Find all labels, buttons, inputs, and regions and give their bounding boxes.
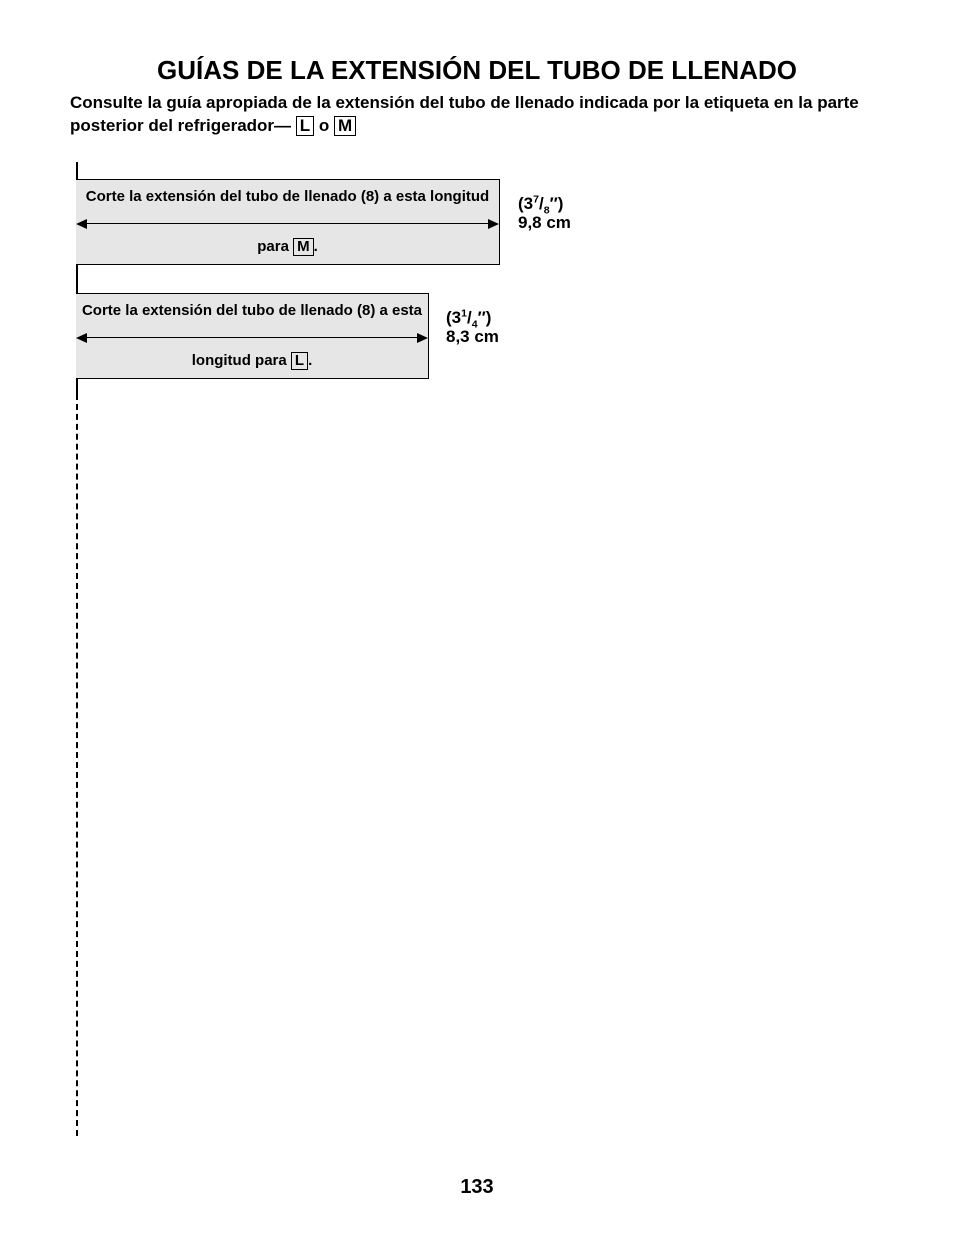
guide-m-text-top: Corte la extensión del tubo de llenado (… xyxy=(76,188,499,205)
guide-l-text-bottom: longitud para L. xyxy=(76,352,428,370)
guide-m-bottom-pre: para xyxy=(257,238,293,255)
diagram-area: Corte la extensión del tubo de llenado (… xyxy=(70,162,884,1162)
dim-l: (31/4″) 8,3 cm xyxy=(446,308,499,347)
dim-m-cm: 9,8 cm xyxy=(518,213,571,232)
guide-l-text-top: Corte la extensión del tubo de llenado (… xyxy=(76,302,428,319)
dim-m: (37/8″) 9,8 cm xyxy=(518,194,571,233)
guide-l-bottom-pre: longitud para xyxy=(192,352,291,369)
dim-m-num: 7 xyxy=(533,193,539,205)
guide-m-text-bottom: para M. xyxy=(76,238,499,256)
guide-m-bottom-box: M xyxy=(293,238,314,256)
guide-box-l: Corte la extensión del tubo de llenado (… xyxy=(76,293,429,379)
guide-l-arrow-left xyxy=(76,333,87,343)
dim-l-num: 1 xyxy=(461,307,467,319)
intro-text: Consulte la guía apropiada de la extensi… xyxy=(70,92,884,138)
guide-m-arrow-right xyxy=(488,219,499,229)
guide-l-bottom-box: L xyxy=(291,352,308,370)
guide-l-arrow-right xyxy=(417,333,428,343)
guide-l-bottom-post: . xyxy=(308,352,312,369)
dashed-bar xyxy=(76,394,78,1136)
guide-m-bottom-post: . xyxy=(314,238,318,255)
page-title: GUÍAS DE LA EXTENSIÓN DEL TUBO DE LLENAD… xyxy=(70,55,884,86)
dim-l-cm: 8,3 cm xyxy=(446,327,499,346)
guide-m-arrow-line xyxy=(82,223,493,224)
guide-box-m: Corte la extensión del tubo de llenado (… xyxy=(76,179,500,265)
guide-l-arrow-line xyxy=(82,337,422,338)
dim-l-whole: 3 xyxy=(452,308,461,327)
intro-box-l: L xyxy=(296,116,314,136)
intro-box-m: M xyxy=(334,116,356,136)
intro-line2-pre: posterior del refrigerador— xyxy=(70,116,291,135)
intro-line1: Consulte la guía apropiada de la extensi… xyxy=(70,93,859,112)
dim-m-whole: 3 xyxy=(524,194,533,213)
page-number: 133 xyxy=(0,1176,954,1199)
guide-m-arrow-left xyxy=(76,219,87,229)
intro-sep: o xyxy=(319,116,329,135)
